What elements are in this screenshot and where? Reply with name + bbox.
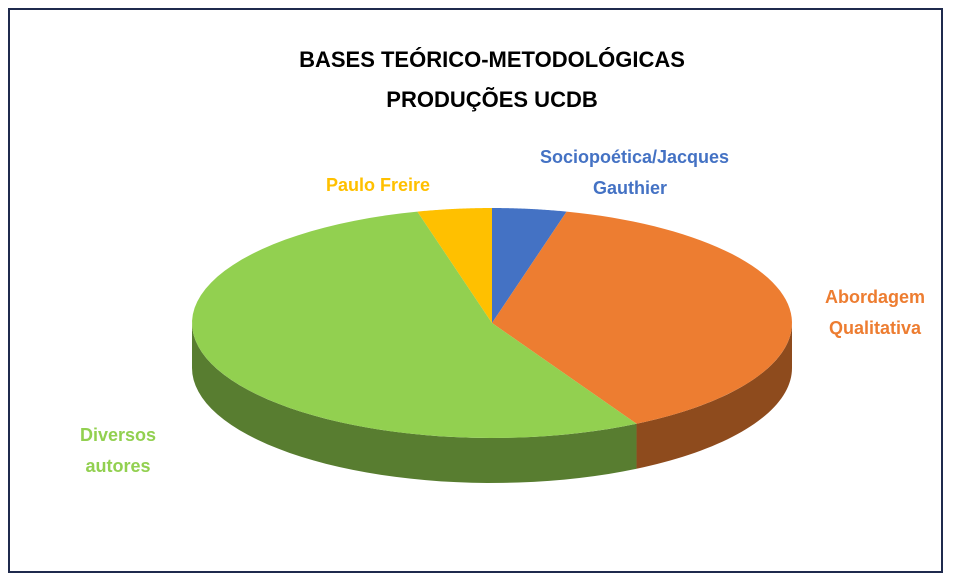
slice-side xyxy=(192,323,637,483)
slice-label: Paulo Freire xyxy=(325,175,431,195)
slice xyxy=(417,208,492,323)
slice-label: Abordagem Qualitativa xyxy=(824,287,925,338)
slice xyxy=(492,208,567,323)
slice-label: Diversos autores xyxy=(79,425,157,476)
slice xyxy=(492,211,792,424)
slice-label: Sociopoética/Jacques Gauthier xyxy=(540,147,730,198)
slice xyxy=(192,211,637,438)
chart-title: BASES TEÓRICO-METODOLÓGICAS PRODUÇÕES UC… xyxy=(299,47,685,112)
slice-side xyxy=(636,323,792,469)
chart-frame xyxy=(8,8,943,573)
